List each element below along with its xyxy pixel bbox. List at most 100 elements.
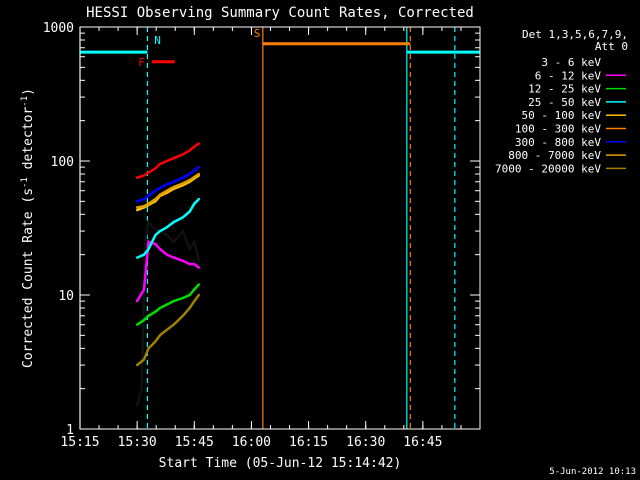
series-1-point-8 — [188, 262, 191, 266]
series-2-point-1 — [142, 318, 146, 322]
series-7-point-0 — [135, 206, 139, 209]
series-8-point-7 — [181, 314, 185, 317]
plot-area: NF S — [79, 27, 480, 429]
series-0-point-11 — [197, 259, 201, 262]
series-5-point-0 — [135, 176, 139, 179]
series-0-point-9 — [188, 247, 191, 251]
y-axis-label-sup1: -1 — [20, 177, 30, 188]
series-5-point-1 — [142, 174, 146, 177]
series-3-point-4 — [158, 229, 162, 233]
series-1-point-2 — [147, 240, 150, 243]
x-axis-label: Start Time (05-Jun-12 15:14:42) — [159, 456, 402, 471]
series-0-point-0 — [135, 404, 139, 407]
series-8-point-6 — [172, 323, 175, 326]
x-tick-label-4: 16:15 — [289, 435, 328, 450]
series-6-point-8 — [188, 172, 191, 176]
flag-S: S — [254, 27, 261, 40]
series-6-point-7 — [181, 176, 185, 179]
x-tick-label-5: 16:30 — [346, 435, 385, 450]
series-4-point-0 — [135, 208, 139, 212]
series-2-point-4 — [158, 306, 162, 310]
series-2-point-0 — [135, 323, 139, 326]
series-2-point-10 — [197, 283, 201, 286]
y-axis-label-mid: detector — [21, 107, 36, 178]
flag-F: F — [138, 56, 145, 69]
series-3-point-0 — [135, 256, 139, 259]
series-2-point-2 — [147, 314, 150, 317]
y-tick-label-3: 1000 — [43, 21, 74, 36]
x-tick-label-6: 16:45 — [403, 435, 442, 450]
legend-label-2: 12 - 25 keV — [528, 83, 601, 96]
series-3-point-3 — [154, 233, 157, 237]
series-1-point-5 — [165, 253, 169, 256]
series-0-point-7 — [172, 240, 175, 243]
series-1-point-1 — [142, 288, 146, 291]
x-tick-label-1: 15:30 — [118, 435, 157, 450]
series-2-point-7 — [181, 296, 185, 300]
series-0-point-1 — [140, 387, 143, 390]
y-tick-label-1: 10 — [58, 289, 74, 304]
plot-frame — [79, 26, 481, 430]
series-8-point-3 — [154, 340, 157, 343]
series-5-point-7 — [181, 153, 185, 156]
series-6-point-2 — [147, 194, 150, 197]
series-0-point-10 — [193, 240, 196, 243]
x-axis: 15:15 15:30 15:45 16:00 16:15 16:30 16:45 — [60, 27, 481, 450]
series-8-point-10 — [197, 293, 201, 297]
series-2-point-9 — [193, 288, 196, 291]
series-1-point-9 — [193, 262, 196, 266]
series-1-point-6 — [172, 256, 175, 259]
series-5-point-3 — [154, 167, 157, 170]
series-3-point-9 — [193, 202, 196, 205]
series-6-point-4 — [158, 186, 162, 190]
y-axis-label-sup2: -1 — [20, 96, 30, 107]
series-5-point-8 — [188, 149, 191, 152]
y-axis: 1 10 100 1000 — [43, 21, 480, 438]
series-3-point-1 — [142, 253, 146, 256]
series-5-point-9 — [193, 145, 196, 148]
series-0-point-6 — [165, 233, 169, 237]
legend-label-8: 7000 - 20000 keV — [495, 162, 601, 175]
series-1-point-3 — [154, 242, 157, 246]
series-5-point-10 — [197, 142, 201, 145]
series-line-0 — [135, 219, 201, 406]
series-3-point-8 — [188, 210, 191, 213]
y-axis-label-end: ) — [21, 88, 36, 96]
series-7-point-6 — [172, 185, 175, 189]
series-6-point-1 — [142, 197, 146, 201]
series-3-point-5 — [165, 226, 169, 229]
series-7-point-5 — [165, 189, 169, 192]
legend-label-6: 300 - 800 keV — [515, 136, 601, 149]
series-8-point-0 — [135, 363, 139, 367]
legend-header-1: Det 1,3,5,6,7,9, — [522, 28, 628, 41]
series-7-point-2 — [147, 202, 150, 205]
series-3-point-10 — [197, 197, 201, 201]
series-6-point-5 — [165, 183, 169, 186]
series-8-point-4 — [158, 334, 162, 337]
series-5-point-6 — [172, 156, 175, 160]
series-3-point-2 — [147, 247, 150, 251]
series-3-point-6 — [172, 220, 175, 224]
x-tick-label-0: 15:15 — [60, 435, 99, 450]
series-7-point-10 — [197, 172, 201, 176]
series-0-point-3 — [147, 220, 150, 224]
series-2-point-6 — [172, 299, 175, 303]
series-8-point-9 — [193, 299, 196, 303]
series-1-point-7 — [181, 259, 185, 262]
series-1-point-4 — [158, 247, 162, 251]
x-tick-label-2: 15:45 — [175, 435, 214, 450]
series-7-point-1 — [142, 204, 146, 208]
y-tick-label-2: 100 — [51, 155, 74, 170]
legend-label-4: 50 - 100 keV — [522, 109, 602, 122]
series-8-point-8 — [188, 306, 191, 310]
series-7-point-7 — [181, 182, 185, 185]
series-6-point-3 — [154, 189, 157, 192]
series-2-point-8 — [188, 293, 191, 297]
y-axis-label: Corrected Count Rate (s-1 detector-1) — [20, 88, 36, 368]
legend-label-1: 6 - 12 keV — [535, 69, 602, 82]
series-3-point-7 — [181, 216, 185, 219]
